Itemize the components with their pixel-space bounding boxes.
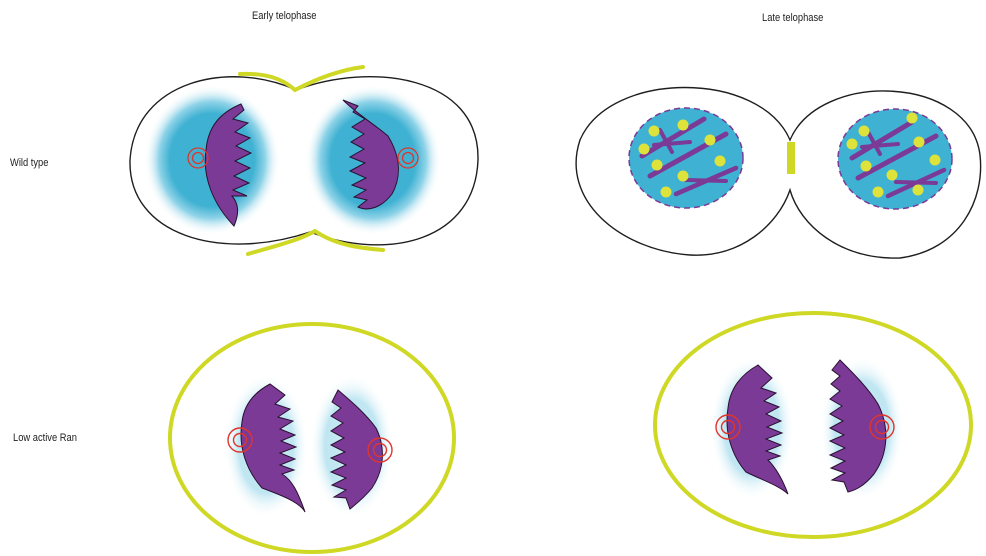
- centrosome: [367, 437, 393, 463]
- chromosome-mass: [329, 389, 383, 510]
- centrosome: [397, 147, 419, 169]
- centrosome: [187, 147, 209, 169]
- nuclear-dot: [858, 125, 870, 137]
- midbody: [787, 142, 795, 174]
- low-ran-late-telophase-cell: [653, 311, 973, 539]
- wt-early-telophase-cell: [129, 65, 479, 256]
- nuclear-dot: [886, 169, 898, 181]
- centrosome: [715, 414, 741, 440]
- nuclear-dot: [906, 112, 918, 124]
- centrosome: [401, 151, 415, 165]
- chromosome-mass: [204, 103, 253, 227]
- nuclear-dot: [677, 119, 689, 131]
- nuclear-dot: [638, 143, 650, 155]
- cell-membrane: [653, 311, 973, 539]
- nuclear-dot: [846, 138, 858, 150]
- nuclear-dot: [912, 184, 924, 196]
- centrosome: [869, 414, 895, 440]
- daughter-nucleus-left: [628, 107, 744, 209]
- centrosome: [874, 419, 890, 435]
- daughter-nucleus-right: [837, 108, 953, 210]
- wt-late-telophase-cell: [575, 86, 982, 259]
- chromosome-mass: [240, 383, 306, 513]
- column-title-late-telophase: Late telophase: [762, 12, 824, 24]
- nuclear-dot: [677, 170, 689, 182]
- nuclear-dot: [660, 186, 672, 198]
- centrosome: [191, 151, 205, 165]
- contractile-ring-top: [238, 65, 365, 93]
- nuclear-dot: [872, 186, 884, 198]
- nuclear-dot: [648, 125, 660, 137]
- centrosome: [372, 442, 388, 458]
- chromosome-mass: [828, 359, 887, 493]
- nuclear-dot: [651, 159, 663, 171]
- centrosome: [227, 427, 253, 453]
- row-label-low-active-ran: Low active Ran: [13, 432, 77, 444]
- low-ran-early-telophase-cell: [168, 322, 456, 554]
- nuclear-dot: [913, 136, 925, 148]
- chromosome-mass: [342, 99, 399, 210]
- chromosome-mass: [726, 364, 789, 495]
- nuclear-dot: [929, 154, 941, 166]
- nuclear-dot: [714, 155, 726, 167]
- centrosome: [232, 432, 248, 448]
- contractile-ring-bottom: [246, 228, 385, 256]
- column-title-early-telophase: Early telophase: [252, 10, 317, 22]
- centrosome: [720, 419, 736, 435]
- row-label-wild-type: Wild type: [10, 157, 49, 169]
- nuclear-dot: [704, 134, 716, 146]
- nuclear-dot: [860, 160, 872, 172]
